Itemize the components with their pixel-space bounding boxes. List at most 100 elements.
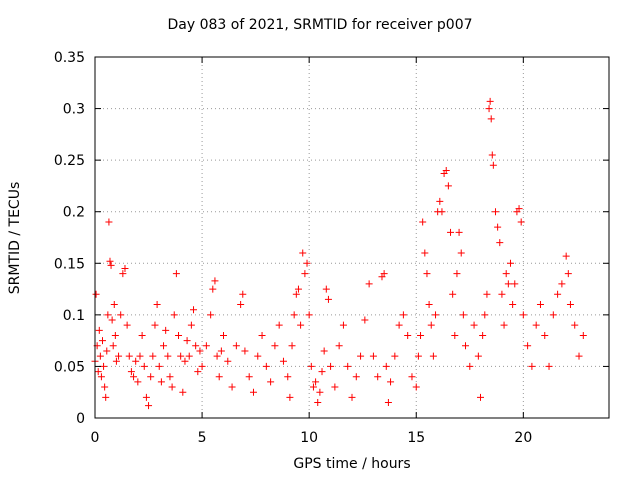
data-point [536, 301, 544, 309]
data-point [215, 373, 223, 381]
data-point [438, 208, 446, 216]
data-point [153, 301, 161, 309]
data-point [442, 166, 450, 174]
data-point [192, 342, 200, 350]
data-point [545, 362, 553, 370]
data-point [481, 311, 489, 319]
data-point [429, 352, 437, 360]
data-point [301, 270, 309, 278]
data-point [294, 285, 302, 293]
data-point [457, 249, 465, 257]
data-point [509, 301, 517, 309]
data-point [485, 105, 493, 113]
data-point [145, 402, 153, 410]
data-point [151, 321, 159, 329]
data-point [198, 362, 206, 370]
data-point [108, 316, 116, 324]
data-point [194, 368, 202, 376]
data-point [149, 352, 157, 360]
data-point [504, 280, 512, 288]
data-point [575, 352, 583, 360]
data-point [322, 285, 330, 293]
data-point [123, 321, 131, 329]
data-point [288, 342, 296, 350]
data-point [224, 357, 232, 365]
data-point [369, 352, 377, 360]
plot-frame [94, 56, 610, 419]
data-point [483, 290, 491, 298]
data-point [297, 321, 305, 329]
data-point [489, 161, 497, 169]
data-point [299, 249, 307, 257]
data-point [157, 378, 165, 386]
data-point [286, 393, 294, 401]
data-point [365, 280, 373, 288]
data-point [432, 311, 440, 319]
data-point [554, 290, 562, 298]
data-point [127, 368, 135, 376]
data-point [160, 342, 168, 350]
data-point [185, 352, 193, 360]
data-point [453, 270, 461, 278]
data-point [506, 259, 514, 267]
data-point [164, 352, 172, 360]
data-point [399, 311, 407, 319]
data-points [91, 97, 587, 410]
data-point [479, 331, 487, 339]
data-point [566, 301, 574, 309]
y-tick-label: 0.35 [54, 50, 85, 66]
data-point [380, 270, 388, 278]
data-point [519, 311, 527, 319]
data-point [339, 321, 347, 329]
data-point [427, 321, 435, 329]
data-point [511, 280, 519, 288]
data-point [470, 321, 478, 329]
data-point [102, 393, 110, 401]
data-point [125, 352, 133, 360]
y-tick-label: 0 [76, 411, 85, 427]
data-point [318, 368, 326, 376]
data-point [166, 373, 174, 381]
data-point [303, 259, 311, 267]
data-point [181, 357, 189, 365]
data-point [241, 347, 249, 355]
data-point [517, 218, 525, 226]
data-point [110, 301, 118, 309]
data-point [249, 388, 257, 396]
data-point [175, 331, 183, 339]
data-point [462, 342, 470, 350]
data-point [391, 352, 399, 360]
data-point [357, 352, 365, 360]
data-point [107, 261, 115, 269]
data-point [130, 373, 138, 381]
data-point [211, 277, 219, 285]
data-point [237, 301, 245, 309]
data-point [549, 311, 557, 319]
data-point [494, 223, 502, 231]
data-point [275, 321, 283, 329]
y-tick-label: 0.15 [54, 256, 85, 272]
data-point [444, 182, 452, 190]
data-point [106, 257, 114, 265]
data-point [136, 352, 144, 360]
data-point [96, 352, 104, 360]
data-point [486, 97, 494, 105]
data-point [309, 383, 317, 391]
data-point [121, 264, 129, 272]
data-point [449, 290, 457, 298]
grid [95, 57, 609, 418]
data-point [466, 362, 474, 370]
data-point [387, 378, 395, 386]
data-point [488, 151, 496, 159]
data-point [487, 115, 495, 123]
data-point [262, 362, 270, 370]
data-point [491, 208, 499, 216]
data-point [284, 373, 292, 381]
data-point [335, 342, 343, 350]
data-point [528, 362, 536, 370]
data-point [414, 352, 422, 360]
data-point [474, 352, 482, 360]
data-point [155, 362, 163, 370]
data-point [532, 321, 540, 329]
data-point [177, 352, 185, 360]
